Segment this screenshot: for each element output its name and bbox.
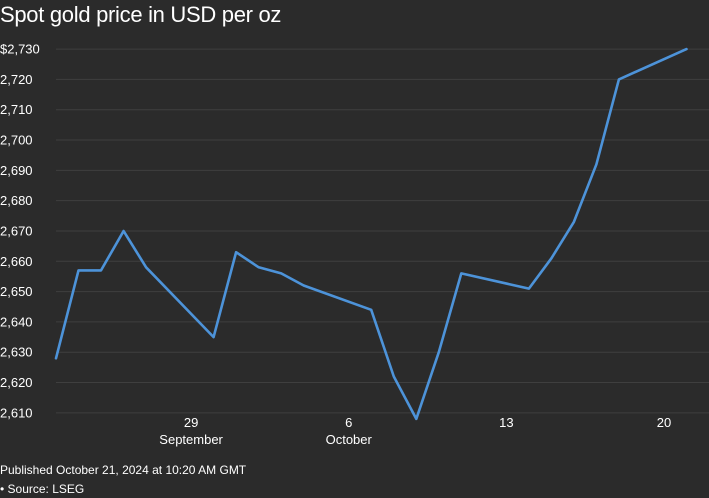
y-tick-label: 2,610 <box>0 405 33 420</box>
y-tick-label: 2,650 <box>0 284 33 299</box>
y-tick-label: 2,690 <box>0 163 33 178</box>
gridlines <box>56 48 709 414</box>
line-chart: $2,730 2,720 2,710 2,700 2,690 2,680 2,670 2,66… <box>0 42 709 447</box>
y-tick-label: 2,660 <box>0 254 33 269</box>
y-tick-label: 2,670 <box>0 223 33 238</box>
y-tick-label: 2,640 <box>0 314 33 329</box>
source-note: • Source: LSEG <box>0 482 85 496</box>
x-axis-ticks: 29 September 6 October 13 20 <box>159 415 671 447</box>
y-tick-label: 2,620 <box>0 375 33 390</box>
y-tick-label: 2,630 <box>0 345 33 360</box>
y-tick-label: $2,730 <box>0 42 40 57</box>
y-tick-label: 2,700 <box>0 133 33 148</box>
x-tick-label: 13 <box>499 415 513 430</box>
x-tick-month-label: September <box>159 432 223 447</box>
chart-title: Spot gold price in USD per oz <box>0 2 282 27</box>
price-series-line <box>54 47 688 421</box>
y-tick-label: 2,720 <box>0 72 33 87</box>
series-layer <box>54 47 688 421</box>
x-tick-label: 20 <box>657 415 671 430</box>
y-tick-label: 2,680 <box>0 193 33 208</box>
x-tick-label: 6 <box>345 415 352 430</box>
y-tick-label: 2,710 <box>0 102 33 117</box>
y-axis-ticks: $2,730 2,720 2,710 2,700 2,690 2,680 2,670 2,66… <box>0 42 40 421</box>
x-tick-label: 29 <box>184 415 198 430</box>
x-tick-month-label: October <box>326 432 373 447</box>
published-note: Published October 21, 2024 at 10:20 AM G… <box>0 463 247 477</box>
